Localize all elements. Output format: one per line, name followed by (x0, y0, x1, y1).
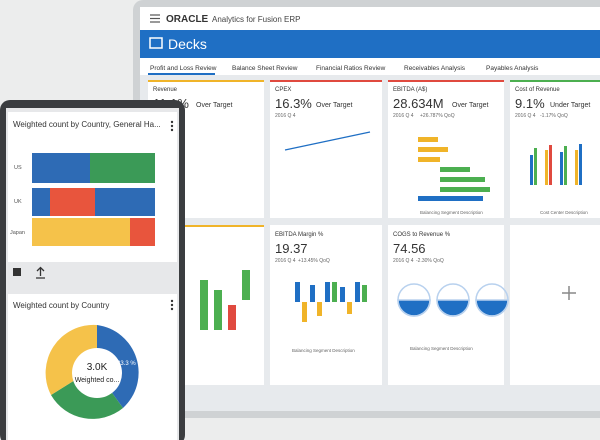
card-value: 19.37 (275, 241, 308, 256)
tab[interactable]: Financial Ratios Review (316, 65, 386, 72)
card-accent (270, 80, 382, 82)
card-accent (388, 80, 504, 82)
more-icon[interactable] (170, 120, 174, 132)
title-band (140, 30, 600, 58)
card-status: Over Target (196, 102, 232, 109)
card-title: Weighted count by Country, General Ha... (13, 120, 161, 129)
card-value: 28.634M (393, 96, 444, 111)
card-period: 2016 Q 4 (393, 258, 414, 264)
donut (45, 324, 139, 419)
row-label: US (14, 165, 22, 171)
more-icon[interactable] (170, 299, 174, 311)
card-accent (148, 80, 264, 82)
add-icon[interactable] (562, 286, 576, 300)
card-value: 74.56 (393, 241, 426, 256)
row-label: UK (14, 199, 22, 205)
card-change: -2.30% QoQ (416, 258, 444, 264)
card-status: Under Target (550, 102, 590, 109)
card (510, 80, 600, 218)
card-status: Over Target (452, 102, 488, 109)
menu-icon (150, 14, 160, 23)
comment-icon[interactable] (13, 268, 21, 276)
axis-caption: Balancing Segment Description (420, 210, 483, 215)
axis-caption: Balancing Segment Description (292, 348, 355, 353)
card-title: EBITDA Margin % (275, 232, 324, 238)
donut-center-value: 3.0K (87, 362, 108, 373)
cards (148, 80, 600, 385)
card-change: +26.787% QoQ (420, 113, 455, 119)
card-value: 9.1% (515, 96, 545, 111)
axis-caption: Cost Center Description (540, 210, 588, 215)
card-period: 2016 Q 4 (275, 258, 296, 264)
card-change: +13.45% QoQ (298, 258, 330, 264)
tab[interactable]: Receivables Analysis (404, 65, 466, 72)
row-label: Japan (10, 230, 25, 236)
brand: ORACLE (166, 14, 209, 25)
decks-icon (149, 37, 163, 49)
card-status: Over Target (316, 102, 352, 109)
stacked-bars (32, 153, 155, 246)
tab[interactable]: Payables Analysis (486, 65, 539, 72)
card[interactable] (510, 225, 600, 385)
card-period: 2016 Q 4 (275, 113, 296, 119)
card (270, 225, 382, 385)
donut-center-label: Weighted co... (75, 377, 120, 384)
card-title: Revenue (153, 87, 178, 93)
card-title: Cost of Revenue (515, 87, 560, 93)
slice-label: 33.3 % (117, 361, 136, 367)
section-title: Decks (168, 36, 207, 52)
tab-bar (140, 58, 600, 75)
tab[interactable]: Profit and Loss Review (150, 65, 217, 72)
card-title: Weighted count by Country (13, 301, 109, 310)
share-icon[interactable] (36, 266, 45, 279)
tab[interactable]: Balance Sheet Review (232, 65, 298, 72)
mini-charts (200, 131, 582, 330)
top-bar (140, 7, 600, 30)
card-title: COGS to Revenue % (393, 232, 451, 238)
card-accent (148, 225, 264, 227)
card-period: 2016 Q 4 (393, 113, 414, 119)
card-accent (510, 80, 600, 82)
axis-caption: Balancing Segment Description (410, 346, 473, 351)
card-title: EBITDA (A$) (393, 87, 427, 93)
card-period: 2016 Q 4 (515, 113, 536, 119)
product: Analytics for Fusion ERP (212, 15, 300, 24)
card-value: 16.3% (275, 96, 312, 111)
card-change: -1.17% QoQ (540, 113, 568, 119)
card-title: CPEX (275, 87, 291, 93)
